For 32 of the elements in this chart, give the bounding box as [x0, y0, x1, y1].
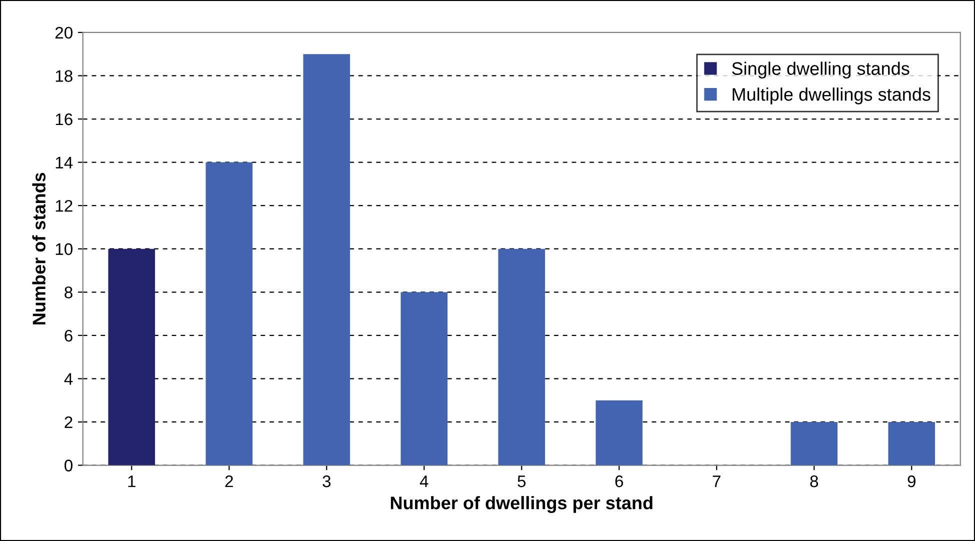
y-tick-label: 0	[64, 460, 72, 472]
x-axis-title: Number of dwellings per stand	[390, 496, 652, 513]
bar	[108, 248, 156, 466]
legend-label: Single dwelling stands	[732, 62, 910, 79]
bar	[206, 162, 253, 466]
y-tick-label: 12	[56, 200, 72, 212]
x-tick-label: 1	[128, 476, 136, 488]
y-tick-label: 8	[64, 286, 72, 298]
bar	[498, 248, 546, 466]
bar	[888, 422, 936, 466]
bar	[303, 54, 350, 466]
y-tick-label: 4	[64, 373, 73, 385]
x-tick-label: 8	[810, 475, 818, 488]
bar	[790, 422, 838, 466]
y-tick-label: 10	[56, 243, 73, 256]
x-tick-label: 5	[518, 476, 526, 488]
x-tick-label: 2	[225, 475, 233, 488]
legend-label: Multiple dwellings stands	[732, 88, 930, 104]
x-tick-label: 9	[908, 475, 916, 488]
y-tick-label: 18	[56, 70, 72, 82]
y-axis-title: Number of stands	[32, 172, 46, 324]
y-tick-label: 14	[56, 156, 73, 168]
y-tick-label: 2	[64, 416, 72, 428]
bar	[400, 292, 448, 466]
y-tick-label: 20	[55, 26, 73, 39]
bar	[596, 400, 643, 466]
y-tick-label: 16	[56, 113, 72, 126]
x-tick-label: 4	[420, 476, 428, 488]
x-tick-label: 7	[712, 476, 720, 488]
y-tick-label: 6	[64, 330, 72, 342]
x-tick-label: 6	[615, 475, 624, 488]
x-tick-label: 3	[322, 475, 331, 488]
